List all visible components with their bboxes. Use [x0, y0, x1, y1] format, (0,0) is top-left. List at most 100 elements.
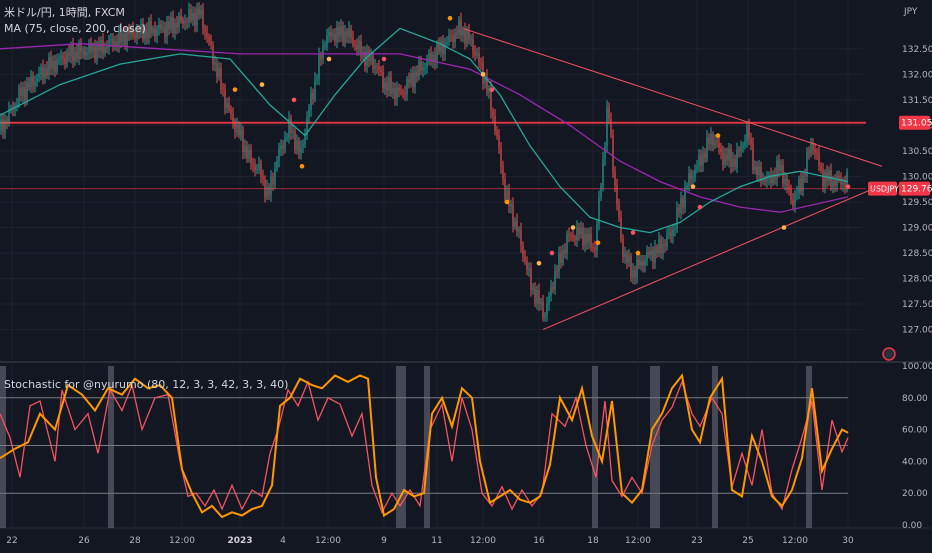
- x-tick-label: 12:00: [782, 536, 808, 546]
- x-tick-label: 26: [78, 536, 90, 546]
- candle-body: [812, 143, 814, 150]
- candle-body: [588, 233, 590, 243]
- stochastic-y-tick-label: 100.00: [902, 362, 932, 372]
- candle-body: [428, 53, 430, 62]
- candle-body: [538, 290, 540, 304]
- candle-body: [386, 82, 388, 91]
- candle-body: [678, 208, 680, 213]
- candle-body: [702, 152, 704, 166]
- candle-body: [794, 193, 796, 207]
- candle-body: [462, 29, 464, 36]
- currency-label: JPY: [903, 7, 918, 17]
- signal-dot: [489, 87, 495, 92]
- candle-body: [170, 17, 172, 29]
- candle-body: [84, 51, 86, 56]
- candle-body: [350, 28, 352, 38]
- candle-body: [608, 107, 610, 119]
- candle-body: [544, 315, 546, 318]
- alert-icon: [882, 347, 896, 361]
- candle-body: [840, 178, 842, 186]
- candle-body: [186, 21, 188, 23]
- candle-body: [234, 121, 236, 132]
- ma-indicator-label[interactable]: MA (75, close, 200, close): [4, 22, 146, 35]
- candle-body: [530, 268, 532, 290]
- candle-body: [448, 34, 450, 43]
- candle-body: [846, 172, 848, 187]
- candle-body: [140, 24, 142, 33]
- candle-body: [460, 19, 462, 36]
- stochastic-indicator-label[interactable]: Stochastic for @nyurumo (80, 12, 3, 3, 4…: [4, 378, 289, 391]
- candle-body: [82, 51, 84, 53]
- candle-body: [532, 288, 534, 290]
- candle-body: [240, 130, 242, 135]
- candle-body: [426, 61, 428, 68]
- candle-body: [676, 208, 678, 230]
- symbol-tag-bg: [868, 181, 897, 196]
- candle-body: [232, 114, 234, 122]
- candle-body: [166, 22, 168, 38]
- candle-body: [54, 60, 56, 72]
- candle-body: [784, 178, 786, 185]
- signal-dot: [291, 97, 297, 103]
- candle-body: [434, 54, 436, 63]
- candle-body: [570, 235, 572, 237]
- candle-body: [746, 125, 748, 142]
- candle-body: [650, 250, 652, 256]
- candle-body: [272, 177, 274, 184]
- candle-body: [820, 166, 822, 171]
- candle-body: [44, 67, 46, 78]
- candle-body: [154, 28, 156, 37]
- candle-body: [604, 145, 606, 159]
- candle-body: [228, 103, 230, 110]
- candle-body: [622, 238, 624, 257]
- candle-body: [92, 46, 94, 52]
- candle-body: [520, 229, 522, 246]
- stochastic-y-tick-label: 40.00: [902, 457, 928, 467]
- candle-body: [46, 67, 48, 75]
- candle-body: [468, 30, 470, 40]
- candle-body: [76, 51, 78, 59]
- candle-body: [682, 198, 684, 208]
- candle-body: [156, 28, 158, 37]
- stochastic-highlight-bar: [650, 366, 660, 528]
- candle-body: [276, 161, 278, 169]
- candle-body: [278, 148, 280, 162]
- candle-body: [624, 253, 626, 257]
- candle-body: [662, 244, 664, 253]
- candle-body: [540, 301, 542, 304]
- candle-body: [684, 187, 686, 208]
- candle-body: [126, 30, 128, 46]
- candle-body: [114, 41, 116, 47]
- candle-body: [736, 149, 738, 168]
- candle-body: [66, 52, 68, 65]
- candle-body: [480, 62, 482, 64]
- x-tick-label: 25: [742, 536, 753, 546]
- candle-body: [122, 33, 124, 42]
- candle-body: [112, 39, 114, 47]
- x-tick-label: 12:00: [315, 536, 341, 546]
- candle-body: [780, 165, 782, 171]
- candle-body: [832, 180, 834, 187]
- candle-body: [0, 119, 2, 131]
- chart-title[interactable]: 米ドル/円, 1時間, FXCM: [4, 6, 125, 19]
- candle-body: [188, 9, 190, 23]
- candle-body: [346, 31, 348, 37]
- x-tick-label: 28: [129, 536, 141, 546]
- candle-body: [830, 170, 832, 187]
- candle-body: [802, 175, 804, 192]
- y-tick-label: 128.50: [902, 249, 932, 259]
- candle-body: [136, 30, 138, 38]
- stochastic-highlight-bar: [424, 366, 430, 528]
- signal-dot: [326, 56, 332, 62]
- candle-body: [60, 56, 62, 59]
- candle-body: [634, 270, 636, 278]
- candle-body: [732, 158, 734, 167]
- candle-body: [402, 92, 404, 93]
- candle-body: [668, 232, 670, 235]
- y-tick-label: 131.50: [902, 96, 932, 106]
- candle-body: [778, 160, 780, 171]
- candle-body: [490, 88, 492, 112]
- candle-body: [150, 21, 152, 33]
- candle-body: [844, 182, 846, 187]
